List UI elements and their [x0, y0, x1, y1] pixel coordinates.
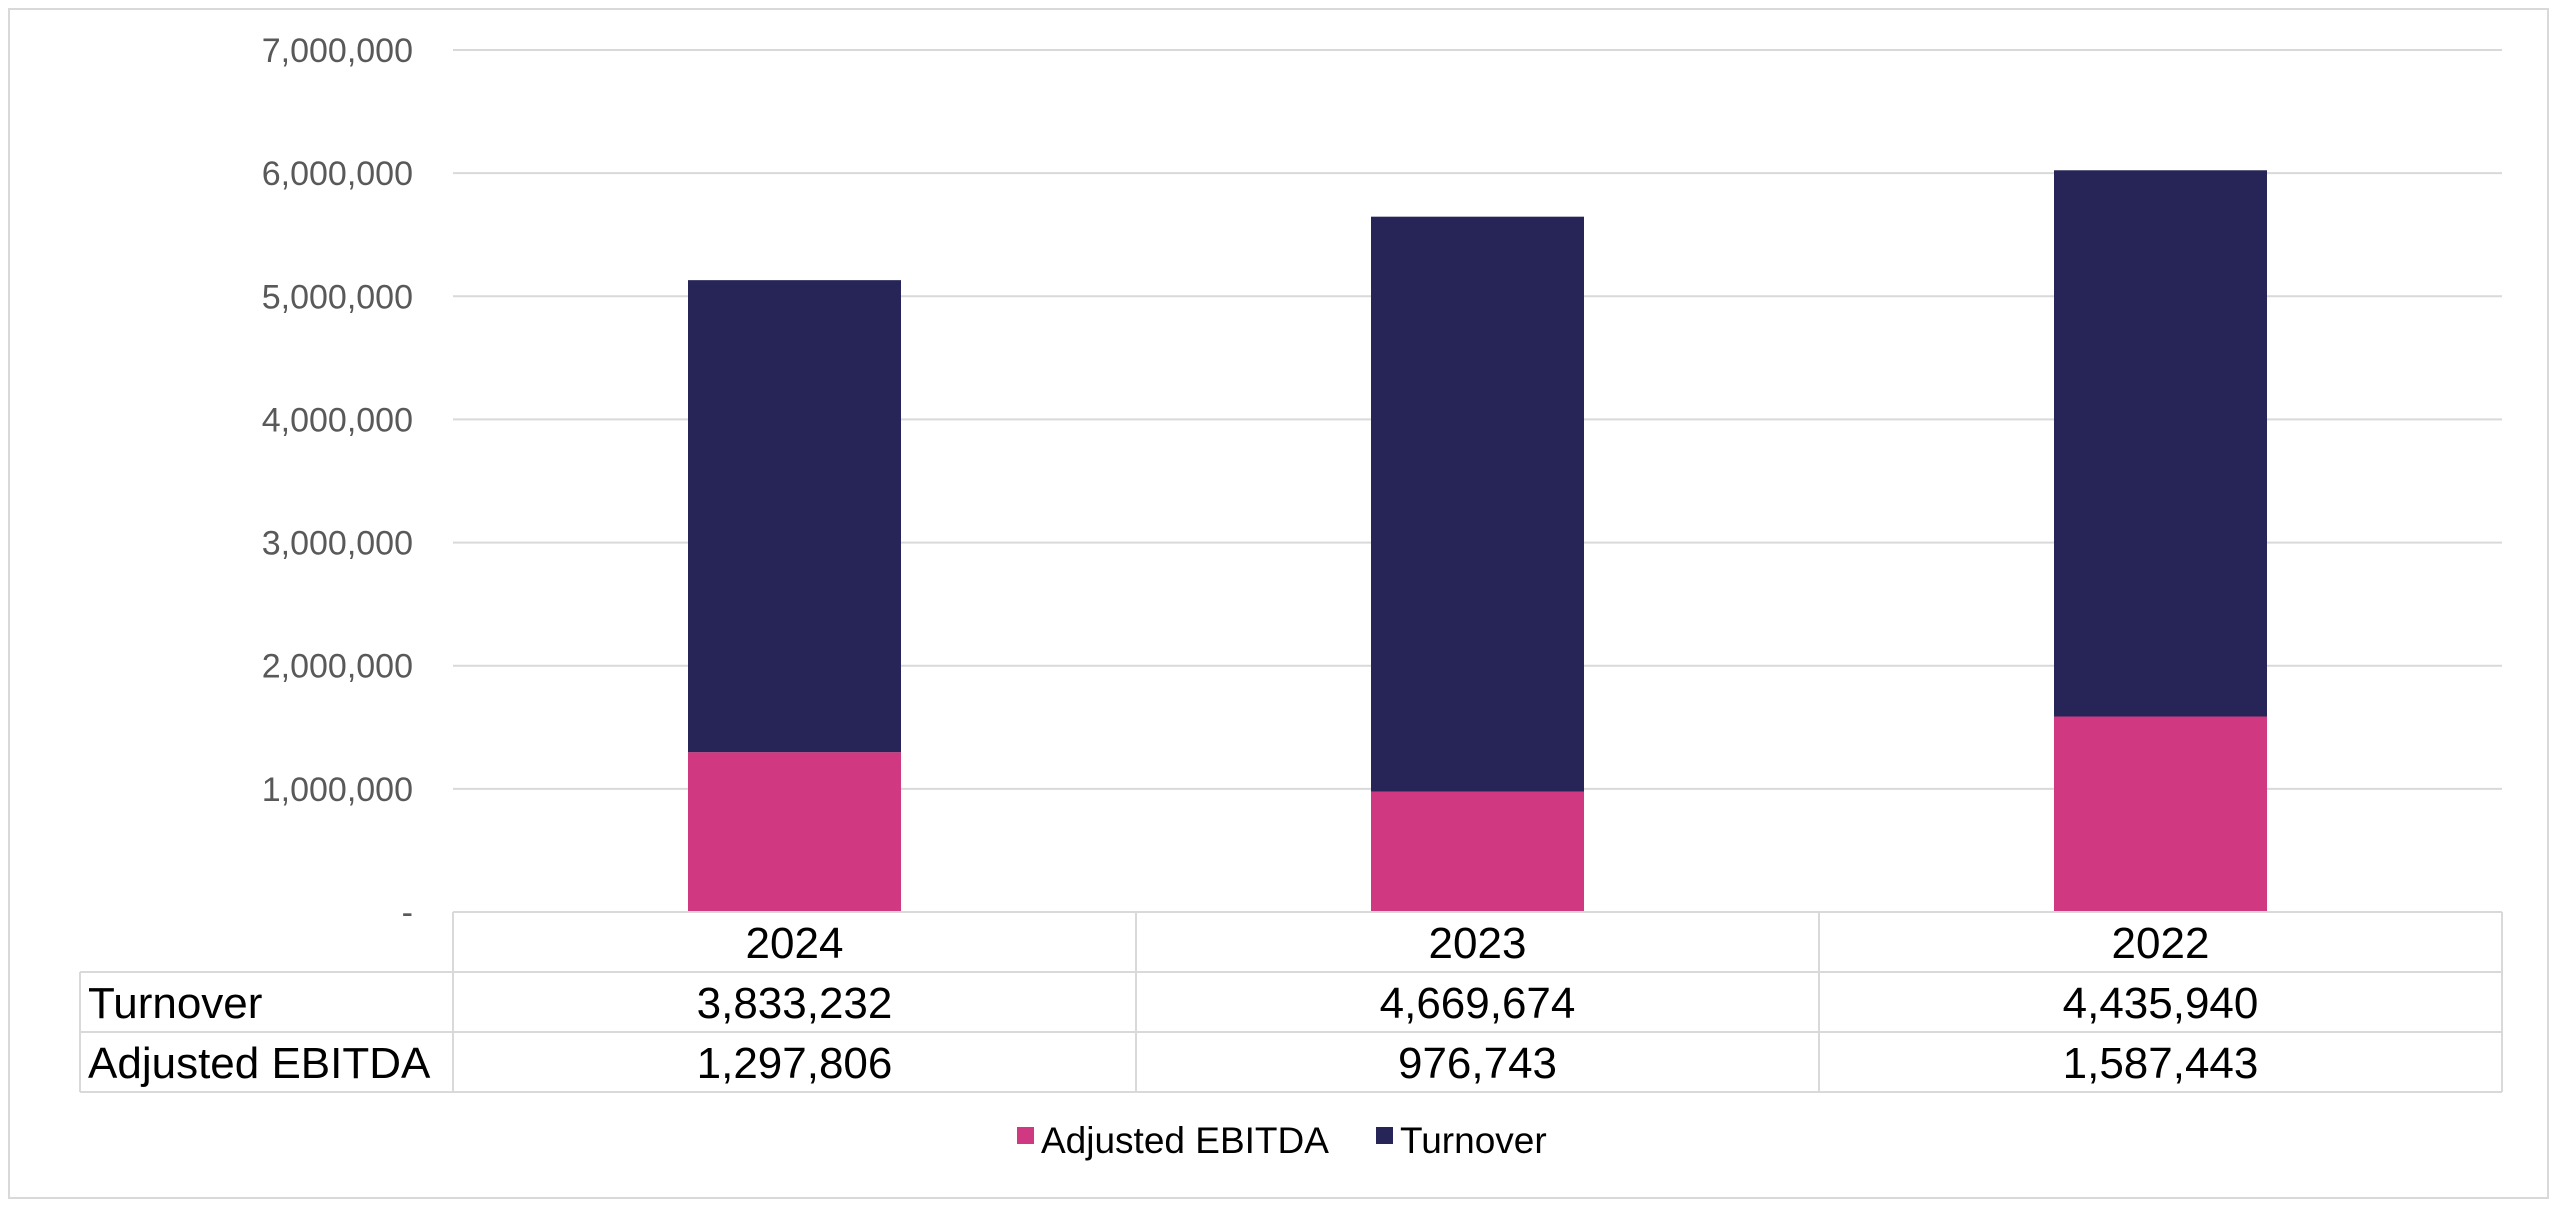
legend: Adjusted EBITDA Turnover: [1017, 1120, 1547, 1161]
bar-turnover-2023: [1371, 216, 1584, 792]
bar-adjusted-ebitda-2022: [2054, 716, 2267, 912]
table-cell: 3,833,232: [697, 979, 893, 1028]
table-cell: 976,743: [1398, 1039, 1557, 1088]
bar-adjusted-ebitda-2023: [1371, 791, 1584, 912]
bar-turnover-2022: [2054, 170, 2267, 717]
table-cell: 4,435,940: [2063, 979, 2259, 1028]
legend-swatch-turnover: [1376, 1127, 1393, 1144]
y-tick-label: 2,000,000: [262, 648, 413, 686]
bar-adjusted-ebitda-2024: [688, 752, 901, 912]
table-cell: 1,587,443: [2063, 1039, 2259, 1088]
x-category-label: 2024: [746, 919, 844, 968]
y-tick-label: 4,000,000: [262, 401, 413, 439]
legend-swatch-adjusted-ebitda: [1017, 1127, 1034, 1144]
y-tick-label: 5,000,000: [262, 278, 413, 316]
legend-label: Turnover: [1400, 1120, 1547, 1161]
bars: [688, 170, 2267, 912]
y-tick-label: 6,000,000: [262, 155, 413, 193]
table-cell: 4,669,674: [1380, 979, 1576, 1028]
y-tick-label: 3,000,000: [262, 525, 413, 563]
y-tick-label: -: [402, 894, 413, 932]
table-cell: 1,297,806: [697, 1039, 893, 1088]
legend-label: Adjusted EBITDA: [1041, 1120, 1329, 1161]
table-row-label: Adjusted EBITDA: [88, 1039, 431, 1088]
x-category-label: 2023: [1429, 919, 1527, 968]
bar-turnover-2024: [688, 280, 901, 753]
y-tick-label: 1,000,000: [262, 771, 413, 809]
x-category-label: 2022: [2112, 919, 2210, 968]
table-row-label: Turnover: [88, 979, 262, 1028]
y-axis-tick-labels: - 1,000,000 2,000,000 3,000,000 4,000,000 5,0…: [262, 32, 413, 932]
data-table: 2024 2023 2022 Turnover 3,833,232 4,669,674 4,…: [79, 911, 2503, 1093]
y-tick-label: 7,000,000: [262, 32, 413, 70]
